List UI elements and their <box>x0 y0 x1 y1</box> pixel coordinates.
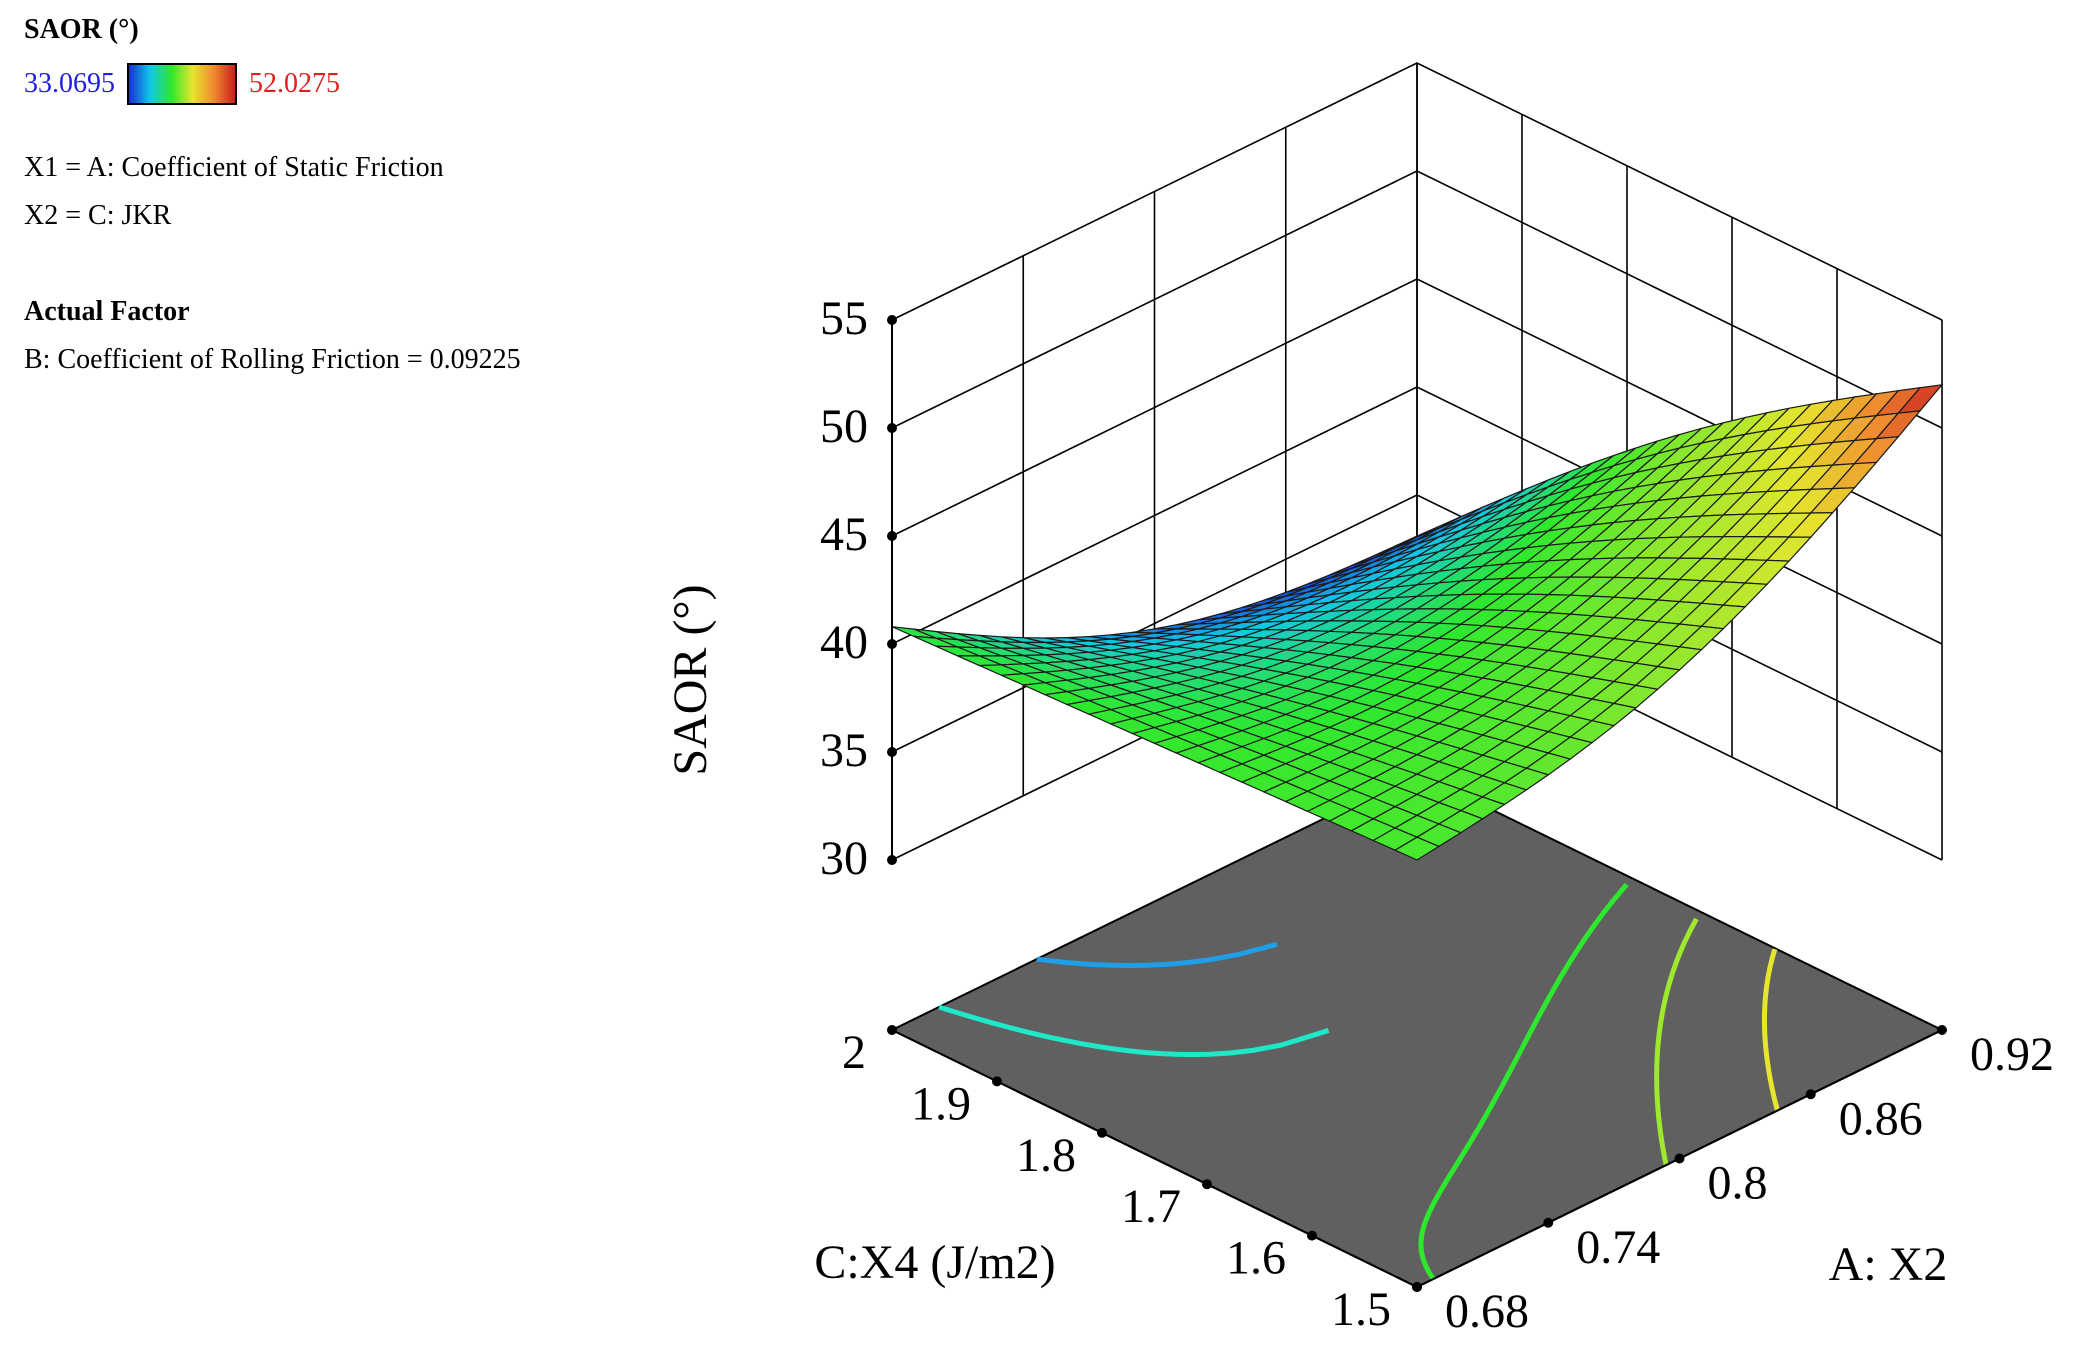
contour-line-39.5 <box>938 1004 1330 1058</box>
legend-colorbar: 33.0695 52.0275 <box>24 62 340 106</box>
legend-max-label: 52.0275 <box>249 68 340 99</box>
z-tick-label: 35 <box>820 724 868 777</box>
z-tick-dot <box>887 639 897 649</box>
c-tick-dot <box>1097 1127 1107 1138</box>
c-tick-label: 2 <box>842 1026 866 1079</box>
a-tick-label: 0.68 <box>1445 1285 1529 1338</box>
a-tick-dot <box>1674 1153 1685 1164</box>
a-tick-label: 0.86 <box>1839 1092 1923 1145</box>
z-tick-dot <box>887 531 897 541</box>
legend-gradient-bar <box>127 63 237 105</box>
z-tick-dot <box>887 747 897 757</box>
z-tick-dot <box>887 855 897 865</box>
contour-line-44.5 <box>1654 917 1699 1166</box>
a-tick-dot <box>1543 1217 1554 1228</box>
c-tick-dot <box>887 1025 897 1035</box>
legend-min-label: 33.0695 <box>24 68 115 99</box>
a-tick-label: 0.92 <box>1970 1028 2054 1081</box>
c-tick-label: 1.7 <box>1121 1180 1181 1233</box>
c-tick-dot <box>1202 1179 1212 1190</box>
a-tick-label: 0.8 <box>1708 1157 1768 1210</box>
contour-line-47 <box>1761 948 1780 1112</box>
c-tick-label: 1.5 <box>1331 1283 1391 1336</box>
y-axis-title: C:X4 (J/m2) <box>814 1236 1055 1289</box>
c-tick-label: 1.9 <box>911 1077 971 1130</box>
c-axis-line <box>891 1029 1418 1288</box>
axes: 30 35 40 45 50 55 1.5 1.6 1.7 1.8 1.9 2 0.68 0.74 0.8 0… <box>820 292 2054 1338</box>
c-tick-dot <box>1307 1230 1317 1241</box>
z-tick-label: 30 <box>820 832 868 885</box>
z-tick-label: 50 <box>820 400 868 453</box>
z-tick-label: 40 <box>820 616 868 669</box>
x-axis-title: A: X2 <box>1829 1238 1948 1291</box>
actual-factor-title: Actual Factor <box>24 296 190 327</box>
actual-factor-value: B: Coefficient of Rolling Friction = 0.0… <box>24 344 521 375</box>
z-tick-label: 55 <box>820 292 868 345</box>
contour-line-42 <box>1418 882 1629 1281</box>
contour-line-37 <box>1036 941 1278 969</box>
a-tick-dot <box>1937 1025 1947 1035</box>
surface-cell <box>1393 836 1441 861</box>
a-tick-label: 0.74 <box>1576 1221 1660 1274</box>
z-tick-dot <box>887 423 897 433</box>
response-surface <box>891 384 1944 861</box>
a-tick-dot <box>1412 1282 1422 1292</box>
c-tick-dot <box>992 1076 1002 1087</box>
factor-x1-label: X1 = A: Coefficient of Static Friction <box>24 152 444 183</box>
legend-title: SAOR (°) <box>24 14 139 45</box>
z-axis-title: SAOR (°) <box>664 584 717 775</box>
factor-x2-label: X2 = C: JKR <box>24 200 172 231</box>
z-tick-dot <box>887 315 897 325</box>
a-tick-dot <box>1805 1089 1816 1100</box>
c-tick-label: 1.8 <box>1016 1129 1076 1182</box>
z-tick-label: 45 <box>820 508 868 561</box>
c-tick-label: 1.6 <box>1226 1232 1286 1285</box>
